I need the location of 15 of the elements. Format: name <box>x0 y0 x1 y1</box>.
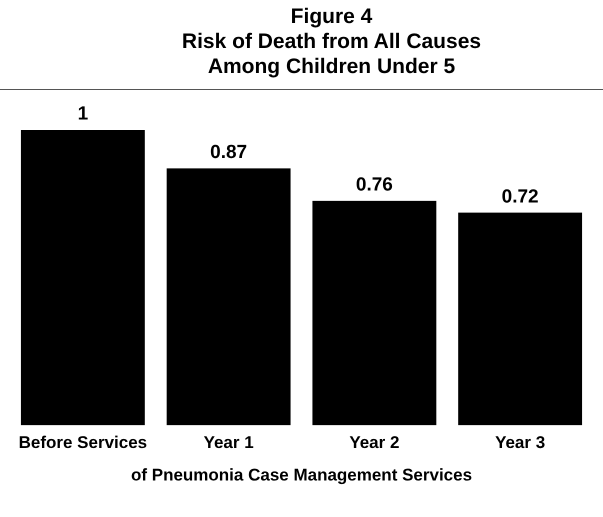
x-tick-label: Year 1 <box>204 433 254 452</box>
data-label: 0.87 <box>210 142 248 164</box>
bar <box>312 200 436 426</box>
x-tick-label: Year 3 <box>495 433 546 452</box>
x-axis-title: of Pneumonia Case Management Services <box>130 465 472 484</box>
x-tick-label: Before Services <box>18 433 148 452</box>
bar <box>458 212 582 426</box>
data-label: 0.72 <box>502 186 539 208</box>
chart-subtitle: Risk of Death from All Causes Among Children Under 5 <box>180 29 482 79</box>
bar <box>166 168 291 426</box>
x-tick-label: Year 2 <box>349 433 400 452</box>
chart-title: Figure 4 <box>290 4 374 29</box>
bar <box>20 130 145 426</box>
data-label: 1 <box>78 104 89 125</box>
data-label: 0.76 <box>356 174 393 196</box>
